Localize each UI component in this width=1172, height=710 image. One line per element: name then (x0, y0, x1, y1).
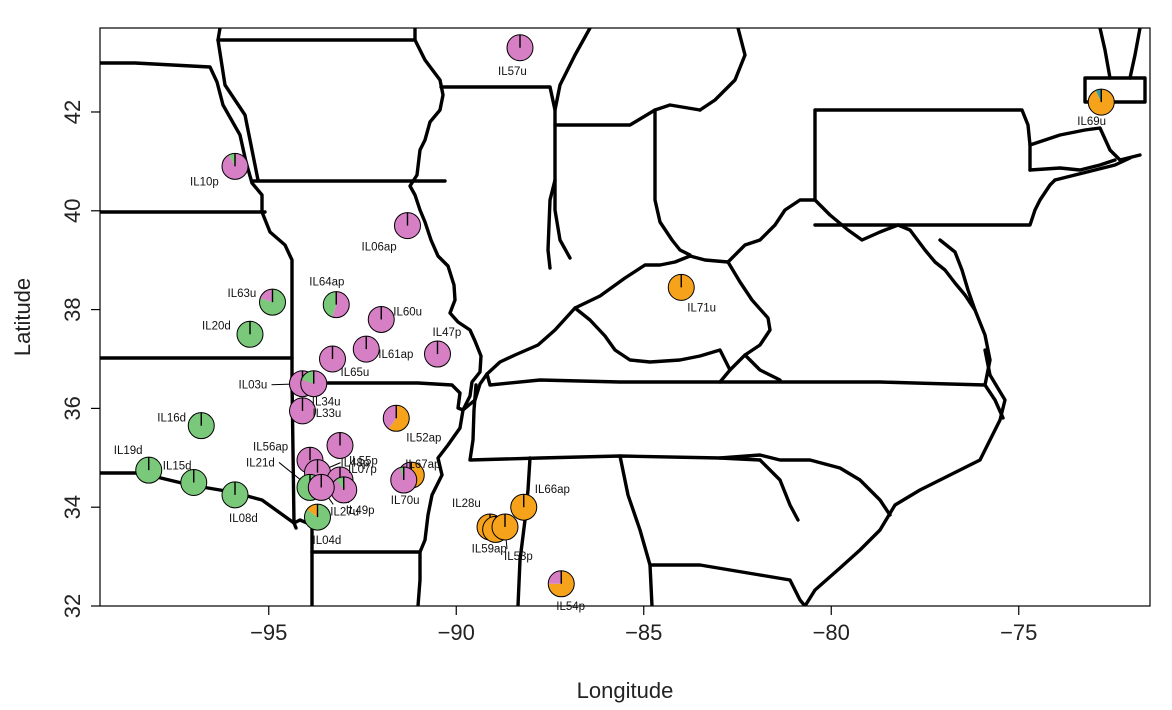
site-label-il10p: IL10p (190, 176, 219, 188)
site-label-il55p: IL55p (349, 455, 378, 467)
y-tick-label: 40 (60, 199, 85, 223)
site-labels: IL57u IL69u IL10p IL06ap IL71u IL63u IL64ap IL6… (114, 66, 1106, 613)
site-label-il54p: IL54p (556, 601, 585, 613)
y-tick-label: 32 (60, 594, 85, 618)
site-label-il57u: IL57u (498, 66, 527, 78)
site-label-il16d: IL16d (157, 413, 186, 425)
site-label-il71u: IL71u (687, 302, 716, 314)
site-label-il70u: IL70u (391, 495, 420, 507)
pie-slice (304, 504, 331, 531)
site-label-il64ap: IL64ap (309, 277, 344, 289)
site-label-il52ap: IL52ap (406, 432, 441, 444)
site-pie-il53p (491, 513, 519, 541)
site-pie-il69u (1087, 88, 1115, 116)
y-tick-label: 36 (60, 396, 85, 420)
site-pie-il10p (221, 152, 249, 180)
pie-slice (1095, 89, 1102, 103)
site-pie-il52ap (382, 404, 410, 432)
pie-slice (383, 405, 397, 429)
pie-slice (259, 289, 286, 316)
pie-slice (399, 467, 404, 481)
site-label-il56ap: IL56ap (253, 441, 288, 453)
site-pie-il04d (304, 503, 331, 531)
site-label-il49p: IL49p (346, 505, 375, 517)
site-label-il61ap: IL61ap (378, 349, 413, 361)
state-borders (100, 28, 1147, 606)
pie-outline (304, 503, 331, 531)
site-pie-il34u (300, 370, 328, 398)
site-label-il48p: IL48p (341, 458, 370, 470)
site-label-il21d: IL21d (246, 457, 275, 469)
site-pie-il27u (307, 473, 335, 501)
site-label-il27u: IL27u (330, 506, 359, 518)
site-label-il08d: IL08d (229, 513, 258, 525)
site-label-il20d: IL20d (202, 320, 231, 332)
site-pie-il61ap (352, 335, 380, 363)
site-label-il53p: IL53p (504, 551, 533, 563)
site-label-il03u: IL03u (239, 380, 268, 392)
site-label-il59ap: IL59ap (472, 543, 507, 555)
site-label-il65u: IL65u (341, 367, 370, 379)
pie-slice (222, 153, 249, 180)
site-label-il47p: IL47p (433, 327, 462, 339)
site-pie-il20d (236, 320, 264, 348)
site-label-il66ap: IL66ap (535, 484, 570, 496)
site-pie-il47p (424, 340, 451, 368)
pie-slice (548, 570, 562, 584)
site-label-il63u: IL63u (228, 288, 257, 300)
pie-slice (1088, 89, 1115, 116)
pie-slice (323, 291, 337, 318)
site-pie-il70u (390, 466, 418, 494)
site-label-il67ap: IL67ap (405, 459, 440, 471)
site-pie-il15d (180, 468, 208, 496)
site-pie-il54p (547, 570, 575, 598)
y-tick-label: 42 (60, 100, 85, 124)
site-pie-il60u (367, 305, 395, 333)
site-pies (135, 34, 1115, 598)
x-tick-label: −80 (813, 620, 850, 645)
site-pie-il63u (259, 288, 286, 316)
site-label-il28u: IL28u (452, 498, 481, 510)
y-axis: 32 34 36 38 40 42 (60, 100, 100, 618)
x-tick-label: −90 (438, 620, 475, 645)
pie-slice (388, 405, 410, 432)
site-label-il19d: IL19d (114, 445, 143, 457)
x-tick-label: −75 (1000, 620, 1037, 645)
x-axis-label: Longitude (577, 678, 674, 703)
site-label-il04d: IL04d (313, 535, 342, 547)
pie-slice (228, 153, 235, 167)
site-pie-il33u (289, 397, 316, 425)
y-tick-label: 38 (60, 297, 85, 321)
site-label-il07p: IL07p (348, 464, 377, 476)
pie-slice (330, 476, 357, 503)
x-axis: −95 −90 −85 −80 −75 (250, 606, 1037, 645)
x-tick-label: −95 (250, 620, 287, 645)
site-pie-il08d (221, 481, 249, 509)
site-pie-il16d (187, 412, 215, 440)
plot-frame (99, 27, 1151, 607)
y-axis-label: Latitude (10, 278, 35, 356)
pie-slice (260, 289, 273, 303)
pie-slice (336, 476, 344, 490)
site-pie-il06ap (394, 212, 421, 240)
site-label-il15d: IL15d (163, 460, 192, 472)
site-label-il33u: IL33u (313, 408, 342, 420)
site-label-il60u: IL60u (393, 306, 422, 318)
site-pie-il71u (667, 273, 695, 301)
site-pie-il65u (319, 345, 346, 373)
site-pie-il64ap (322, 291, 350, 319)
site-pie-il49p (330, 476, 358, 504)
site-pie-il57u (506, 34, 534, 62)
site-label-il06ap: IL06ap (362, 242, 397, 254)
site-pie-il19d (135, 456, 163, 484)
site-pie-il66ap (510, 493, 538, 521)
site-label-il69u: IL69u (1077, 116, 1106, 128)
pie-slice (301, 370, 314, 384)
site-pie-il55p (326, 431, 354, 459)
site-label-il34u: IL34u (312, 397, 341, 409)
y-tick-label: 34 (60, 495, 85, 519)
x-tick-label: −85 (625, 620, 662, 645)
